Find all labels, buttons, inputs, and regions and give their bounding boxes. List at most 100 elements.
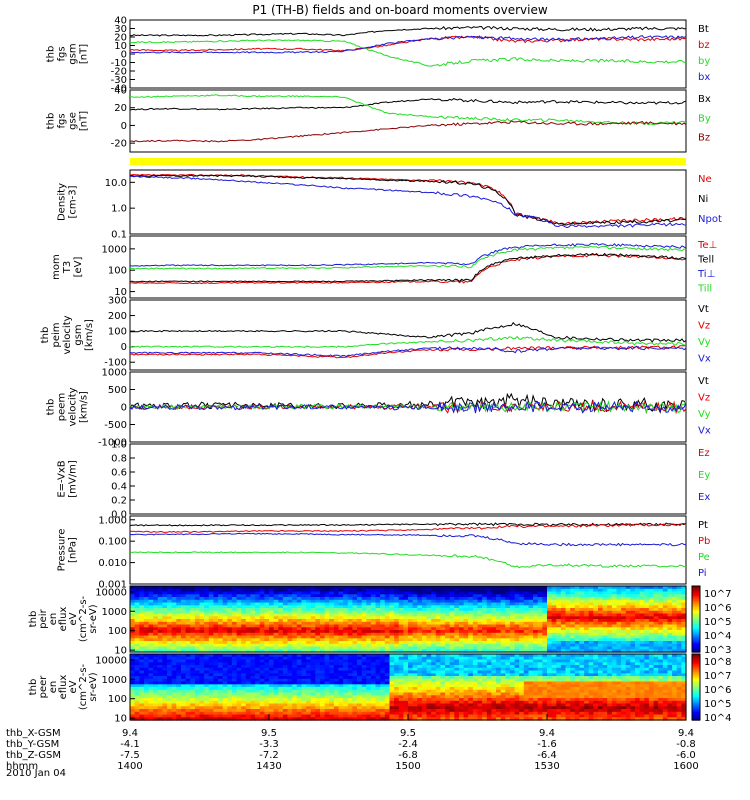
spec-cell: [426, 619, 432, 623]
spec-cell: [292, 602, 298, 606]
spec-cell: [560, 619, 567, 623]
spec-cell: [389, 692, 395, 696]
spec-cell: [259, 656, 265, 661]
spec-cell: [231, 700, 238, 705]
spec-cell: [208, 599, 214, 604]
spec-cell: [635, 621, 641, 626]
spec-cell: [621, 649, 627, 653]
spec-cell: [324, 665, 330, 669]
spec-cell: [621, 586, 627, 590]
spec-cell: [537, 632, 543, 637]
spec-cell: [296, 586, 302, 590]
spec-cell: [139, 673, 145, 677]
spec-cell: [380, 678, 386, 683]
spec-cell: [676, 605, 682, 609]
spec-cell: [269, 591, 275, 595]
spec-cell: [301, 594, 307, 598]
spec-cell: [361, 684, 367, 688]
spec-cell: [218, 656, 224, 661]
spec-cell: [417, 678, 423, 683]
spec-cell: [426, 602, 432, 606]
spec-cell: [398, 689, 404, 694]
spec-cell: [139, 599, 145, 604]
y-tick-label: -100: [104, 358, 127, 369]
y-tick-label: 1.000: [98, 515, 127, 526]
spec-cell: [287, 695, 293, 699]
spec-cell: [625, 610, 631, 615]
spec-cell: [315, 619, 321, 623]
spec-cell: [343, 627, 349, 631]
spec-cell: [621, 643, 627, 648]
spec-cell: [560, 621, 567, 626]
colorbar-tick-label: 10^6: [704, 603, 731, 614]
spec-cell: [384, 684, 390, 688]
spec-cell: [533, 649, 539, 653]
spec-cell: [264, 698, 270, 702]
spec-cell: [329, 665, 335, 669]
spec-cell: [181, 703, 187, 707]
spec-cell: [139, 662, 145, 666]
legend-Tell: Tell: [697, 255, 714, 266]
spec-cell: [227, 619, 233, 623]
spec-cell: [570, 610, 576, 615]
spec-cell: [222, 687, 228, 691]
spec-cell: [218, 597, 224, 601]
spec-cell: [352, 588, 358, 593]
spec-cell: [347, 635, 353, 639]
spec-cell: [412, 616, 418, 620]
spec-cell: [598, 632, 604, 637]
spec-cell: [208, 602, 214, 606]
spec-cell: [296, 621, 302, 626]
spec-cell: [537, 586, 543, 590]
spec-cell: [648, 630, 655, 634]
spec-cell: [380, 613, 386, 617]
spec-cell: [343, 599, 349, 604]
colorbar-cell: [692, 645, 700, 648]
spec-cell: [431, 676, 437, 680]
spec-cell: [417, 599, 423, 604]
spec-cell: [139, 714, 145, 718]
spec-cell: [366, 627, 372, 631]
spec-cell: [167, 594, 173, 598]
spec-cell: [440, 695, 446, 699]
spec-cell: [306, 588, 312, 593]
spec-cell: [384, 602, 390, 606]
spec-cell: [301, 649, 307, 653]
spec-cell: [588, 649, 594, 653]
spec-cell: [148, 624, 154, 628]
spec-cell: [514, 616, 520, 620]
spec-cell: [190, 632, 196, 637]
spec-cell: [171, 624, 177, 628]
spec-cell: [162, 594, 168, 598]
spec-cell: [681, 610, 687, 615]
spec-cell: [445, 641, 451, 645]
spec-cell: [143, 591, 150, 595]
spec-cell: [588, 643, 594, 648]
spec-cell: [445, 700, 451, 705]
spec-cell: [250, 599, 256, 604]
spec-cell: [259, 588, 265, 593]
spec-cell: [245, 656, 251, 661]
spec-cell: [389, 586, 395, 590]
spec-cell: [551, 605, 557, 609]
spec-cell: [245, 591, 251, 595]
spec-cell: [398, 638, 404, 642]
spec-cell: [208, 597, 214, 601]
spec-cell: [384, 619, 390, 623]
spec-cell: [644, 608, 650, 612]
spec-cell: [310, 630, 316, 634]
y-tick-label: 10000: [95, 587, 127, 598]
spec-cell: [143, 662, 150, 666]
spec-cell: [676, 619, 682, 623]
spec-cell: [185, 635, 191, 639]
spec-cell: [398, 649, 404, 653]
spec-cell: [574, 619, 580, 623]
spec-cell: [449, 632, 455, 637]
spec-cell: [278, 665, 284, 669]
spec-cell: [301, 706, 307, 710]
spec-cell: [616, 605, 622, 609]
spec-cell: [153, 678, 159, 683]
spec-cell: [611, 635, 618, 639]
spec-cell: [157, 678, 163, 683]
